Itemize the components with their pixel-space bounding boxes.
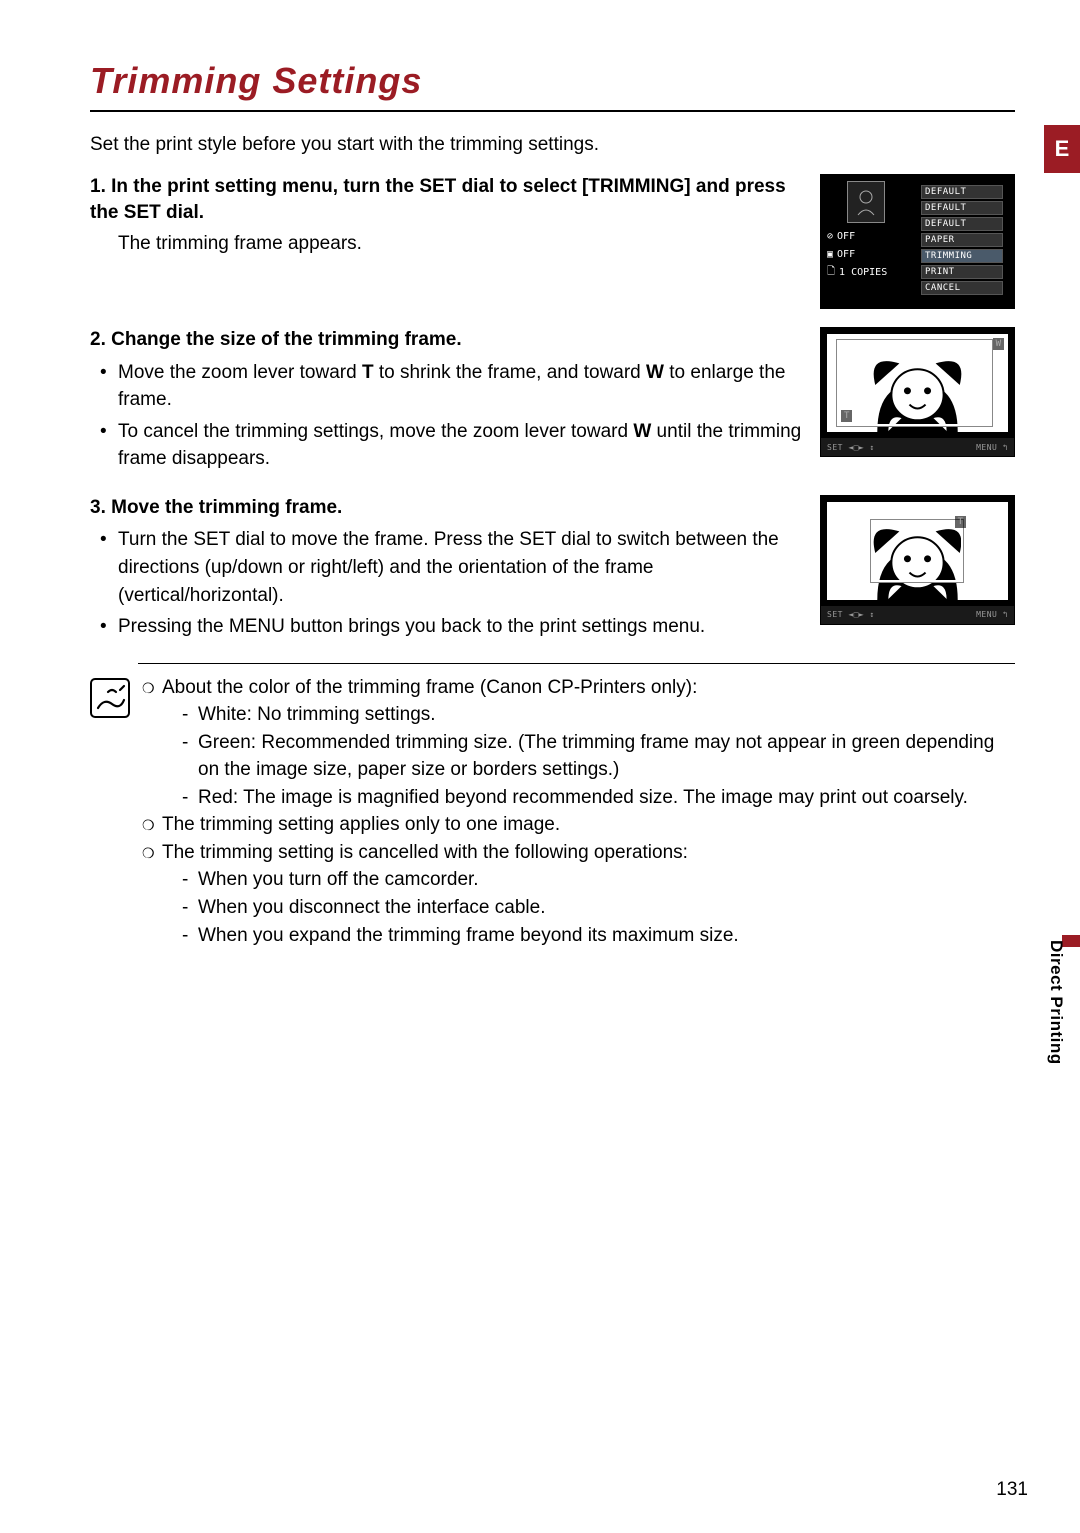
status-left: SET ◄□► ↕ [827,610,875,619]
title-rule [90,110,1015,112]
menu-left-icon: ▣ [827,249,833,260]
note-2: The trimming setting applies only to one… [142,811,1015,839]
menu-left-item-0: OFF [837,231,855,242]
menu-right-item: DEFAULT [921,185,1003,199]
menu-right-item: PRINT [921,265,1003,279]
language-tab: E [1044,125,1080,173]
menu-thumbnail: ⊘ OFF ▣ OFF 🗋 1 COPIES DEFAULT DEFAULT DEFA… [820,174,1015,309]
intro-text: Set the print style before you start wit… [90,134,1015,156]
note-3: The trimming setting is cancelled with t… [142,839,1015,867]
step-2-heading: 2. Change the size of the trimming frame… [90,327,802,353]
menu-left-icon: ⊘ [827,231,833,242]
step-3-bullet-2: Pressing the MENU button brings you back… [118,613,802,641]
page-number: 131 [996,1479,1028,1501]
menu-preview-icon [847,181,885,223]
note-rule [138,663,1015,664]
screen-thumbnail-small-frame: T SET ◄□► ↕ MENU ↰ [820,495,1015,625]
menu-right-item: DEFAULT [921,201,1003,215]
note-1c: Red: The image is magnified beyond recom… [142,784,1015,812]
note-1: About the color of the trimming frame (C… [142,674,1015,702]
screen-status-bar: SET ◄□► ↕ MENU ↰ [821,438,1014,456]
step-1-body: The trimming frame appears. [90,231,802,258]
menu-left-item-2: 1 COPIES [839,267,887,278]
note-3a: When you turn off the camcorder. [142,866,1015,894]
corner-w-label: W [993,338,1004,350]
trim-frame-small [871,520,963,582]
menu-left-item-1: OFF [837,249,855,260]
note-1a: White: No trimming settings. [142,701,1015,729]
step-3-row: 3. Move the trimming frame. Turn the SET… [90,495,1015,645]
step-1-row: 1. In the print setting menu, turn the S… [90,174,1015,309]
corner-t-label: T [955,516,966,528]
note-3c: When you expand the trimming frame beyon… [142,922,1015,950]
step-3-bullet-1: Turn the SET dial to move the frame. Pre… [118,526,802,609]
corner-t-label: T [841,410,852,422]
page-title: Trimming Settings [90,60,1015,102]
menu-right-item: CANCEL [921,281,1003,295]
step-3-heading: 3. Move the trimming frame. [90,495,802,521]
screen-status-bar: SET ◄□► ↕ MENU ↰ [821,606,1014,624]
note-3b: When you disconnect the interface cable. [142,894,1015,922]
step-2-bullet-1: Move the zoom lever toward T to shrink t… [118,359,802,414]
section-side-label: Direct Printing [1046,940,1066,1065]
menu-right-item: DEFAULT [921,217,1003,231]
status-left: SET ◄□► ↕ [827,443,875,452]
notes-section: About the color of the trimming frame (C… [90,674,1015,949]
menu-right-item: PAPER [921,233,1003,247]
step-2-bullet-2: To cancel the trimming settings, move th… [118,418,802,473]
status-right: MENU ↰ [976,443,1008,452]
status-right: MENU ↰ [976,610,1008,619]
menu-right-item-selected: TRIMMING [921,249,1003,263]
note-icon [90,678,130,718]
menu-left-icon: 🗋 [827,264,835,281]
screen-thumbnail-large-frame: W T SET ◄□► ↕ MENU ↰ [820,327,1015,457]
step-1-heading: 1. In the print setting menu, turn the S… [90,174,802,225]
step-2-row: 2. Change the size of the trimming frame… [90,327,1015,477]
note-1b: Green: Recommended trimming size. (The t… [142,729,1015,784]
trim-frame-large [837,340,992,426]
